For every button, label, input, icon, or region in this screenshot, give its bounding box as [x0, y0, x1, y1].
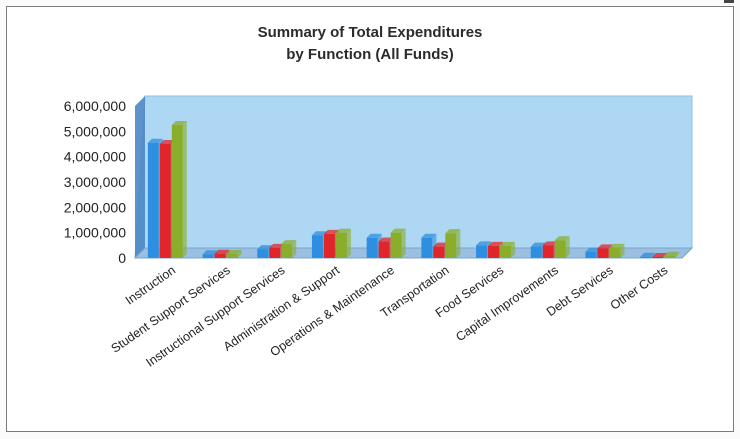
bar	[542, 245, 554, 258]
bar	[433, 246, 445, 258]
y-tick-label: 0	[118, 250, 126, 266]
bar-top-face	[335, 228, 351, 233]
bar-top-face	[585, 247, 601, 252]
bar-top-face	[445, 229, 461, 234]
bar	[476, 245, 488, 258]
bar	[597, 248, 609, 258]
bar-side-face	[401, 228, 406, 258]
bar	[281, 244, 293, 258]
bar	[640, 256, 652, 258]
bar-top-face	[488, 241, 504, 246]
x-tick-label: Other Costs	[608, 263, 671, 313]
chart-back-wall	[134, 95, 693, 259]
bar	[500, 245, 512, 258]
chart-side-wall	[135, 96, 145, 258]
bar-top-face	[311, 231, 327, 236]
bar-side-face	[237, 249, 242, 258]
bar	[554, 240, 566, 258]
bar-top-face	[554, 236, 570, 241]
bar-top-face	[597, 244, 613, 249]
bar	[652, 256, 664, 258]
bar-top-face	[476, 241, 492, 246]
bar-top-face	[664, 251, 680, 256]
bar-side-face	[675, 251, 680, 258]
bar	[664, 255, 676, 258]
bar-side-face	[456, 229, 461, 258]
bar	[226, 253, 238, 258]
bar	[378, 241, 390, 258]
y-tick-label: 5,000,000	[64, 123, 126, 139]
chart-title-line2: by Function (All Funds)	[286, 46, 454, 63]
bar	[366, 237, 378, 258]
bar-top-face	[323, 229, 339, 234]
bar	[585, 251, 597, 258]
bar	[214, 253, 226, 258]
bar	[390, 232, 402, 258]
bar	[311, 235, 323, 258]
bar-side-face	[620, 243, 625, 258]
bar	[159, 144, 171, 258]
scan-mark	[724, 0, 734, 3]
bar-top-face	[281, 240, 297, 245]
bar	[257, 249, 269, 258]
bar-side-face	[511, 241, 516, 258]
bar	[609, 247, 621, 258]
bar	[269, 247, 281, 258]
y-tick-label: 2,000,000	[64, 199, 126, 215]
bar-top-face	[366, 233, 382, 238]
bar-side-face	[292, 240, 297, 258]
bar	[488, 245, 500, 258]
y-tick-label: 4,000,000	[64, 149, 126, 165]
bar-top-face	[214, 249, 230, 254]
bar-top-face	[530, 242, 546, 247]
chart-title-line1: Summary of Total Expenditures	[257, 24, 483, 41]
x-tick-label: Capital Improvements	[453, 263, 561, 344]
y-tick-label: 1,000,000	[64, 225, 126, 241]
bar-top-face	[226, 249, 242, 254]
bar-top-face	[390, 228, 406, 233]
bar-top-face	[378, 237, 394, 242]
bar-top-face	[609, 243, 625, 248]
bar-top-face	[147, 138, 163, 143]
bar-side-face	[651, 252, 656, 258]
bar	[421, 237, 433, 258]
bar-top-face	[433, 242, 449, 247]
bar-top-face	[542, 241, 558, 246]
bar-top-face	[257, 245, 273, 250]
bar-side-face	[182, 121, 187, 258]
bar	[335, 232, 347, 258]
bar-side-face	[346, 228, 351, 258]
bar	[530, 246, 542, 258]
bar-top-face	[640, 252, 656, 257]
bar-top-face	[269, 243, 285, 248]
y-tick-label: 3,000,000	[64, 174, 126, 190]
bar-top-face	[500, 241, 516, 246]
bar	[445, 233, 457, 258]
bar-top-face	[652, 252, 668, 257]
bar-top-face	[171, 121, 187, 125]
bar-side-face	[565, 236, 570, 258]
bar	[202, 254, 214, 258]
bar-top-face	[159, 140, 175, 144]
bar	[147, 142, 159, 258]
y-tick-label: 6,000,000	[64, 98, 126, 114]
bar	[323, 233, 335, 258]
bar-top-face	[421, 233, 437, 238]
bar	[171, 125, 183, 258]
bar-top-face	[202, 250, 218, 255]
